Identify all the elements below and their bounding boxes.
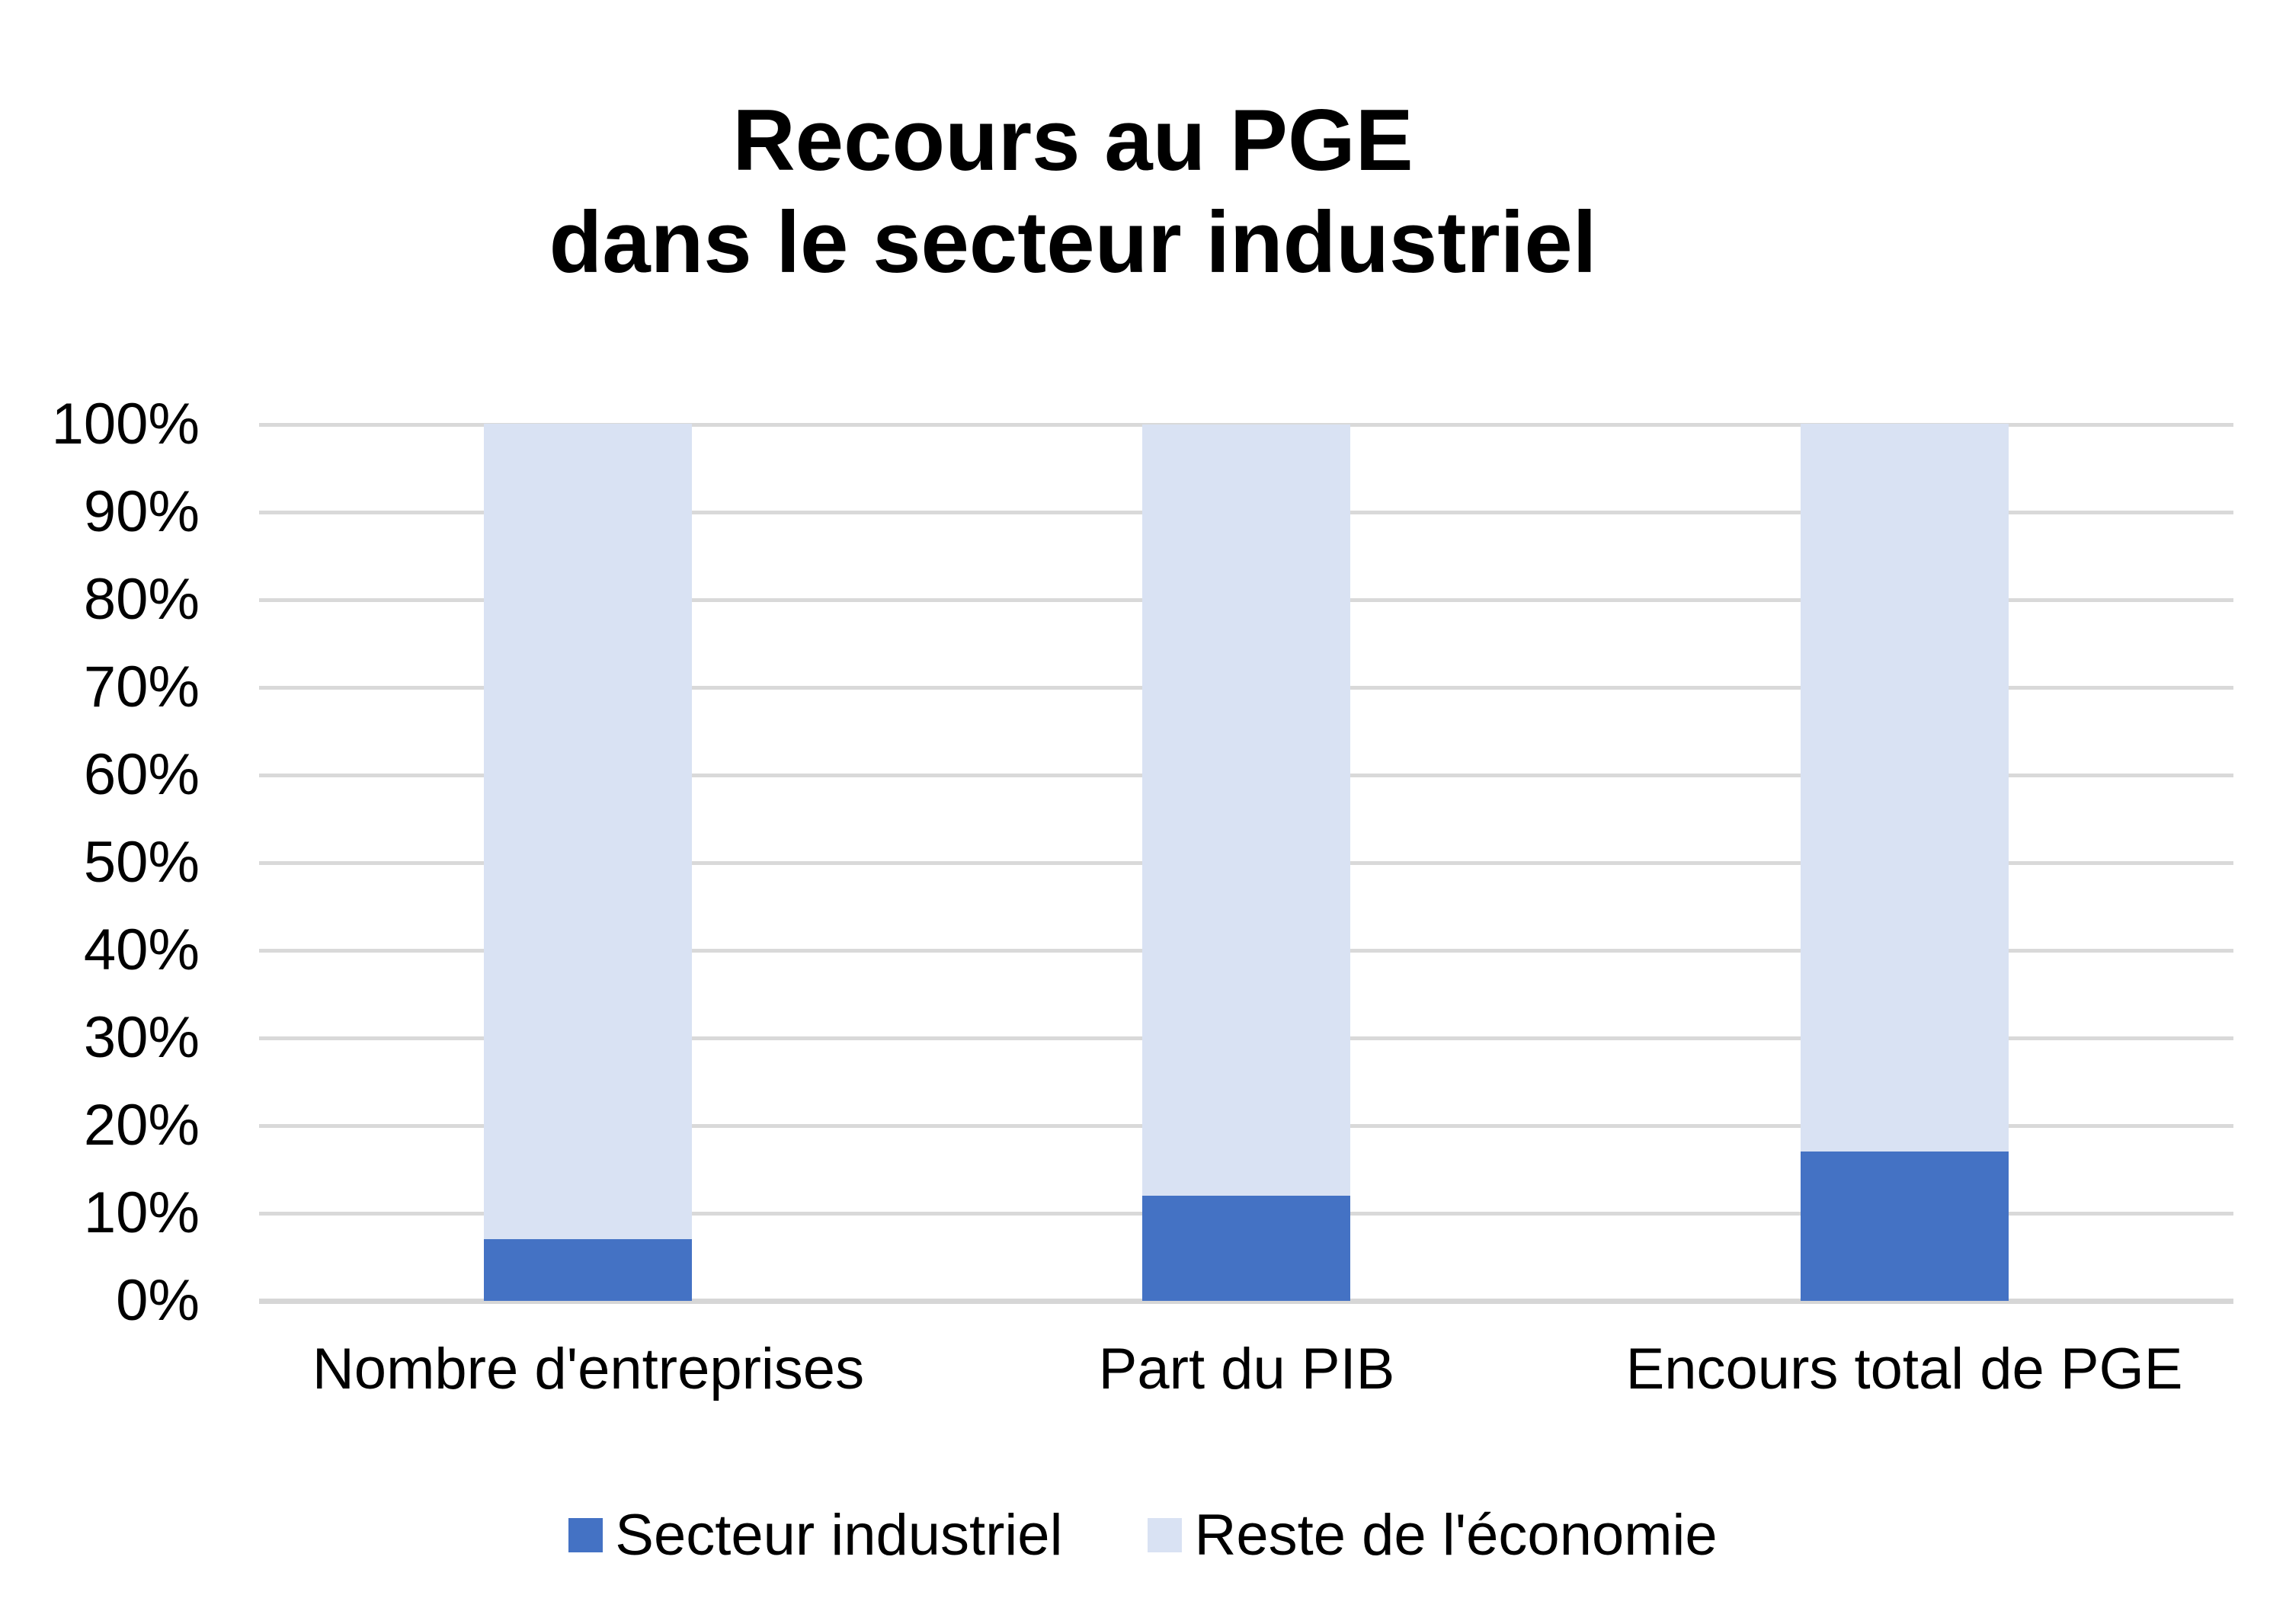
legend: Secteur industriel Reste de l'économie (0, 1500, 2286, 1570)
legend-swatch-secteur-industriel-icon (568, 1517, 604, 1552)
y-tick-label-50%: 50% (83, 830, 200, 895)
bar-segment-Encours total de PGE-Reste de l'économie (1801, 424, 2009, 1152)
legend-label-secteur-industriel: Secteur industriel (615, 1502, 1063, 1568)
x-category-label-Part du PIB: Part du PIB (1098, 1337, 1395, 1401)
bar-segment-Encours total de PGE-Secteur industriel (1801, 1152, 2009, 1301)
bar-segment-Nombre d'entreprises-Secteur industriel (484, 1239, 692, 1301)
y-tick-label-20%: 20% (83, 1093, 200, 1158)
legend-swatch-reste-de-l-economie-icon (1148, 1517, 1183, 1552)
bar-segment-Part du PIB-Secteur industriel (1142, 1196, 1350, 1301)
y-tick-label-70%: 70% (83, 655, 200, 719)
y-tick-label-10%: 10% (83, 1180, 200, 1245)
y-tick-label-30%: 30% (83, 1005, 200, 1070)
bar-segment-Part du PIB-Reste de l'économie (1142, 424, 1350, 1196)
legend-item-secteur-industriel: Secteur industriel (568, 1502, 1062, 1568)
y-tick-label-0%: 0% (116, 1268, 200, 1333)
chart-title: Recours au PGE dans le secteur industrie… (549, 90, 1597, 294)
y-tick-label-90%: 90% (83, 479, 200, 544)
x-category-label-Nombre d'entreprises: Nombre d'entreprises (312, 1337, 865, 1401)
plot-area (259, 423, 2233, 1304)
legend-label-reste-de-l-economie: Reste de l'économie (1194, 1502, 1718, 1568)
legend-item-reste-de-l-economie: Reste de l'économie (1148, 1502, 1718, 1568)
x-axis-line (259, 1299, 2233, 1304)
chart-title-line1: Recours au PGE (732, 92, 1414, 189)
x-category-label-Encours total de PGE: Encours total de PGE (1625, 1337, 2183, 1401)
y-tick-label-100%: 100% (51, 392, 200, 456)
y-tick-label-60%: 60% (83, 742, 200, 807)
chart-title-line2: dans le secteur industriel (549, 194, 1597, 291)
y-tick-label-80%: 80% (83, 567, 200, 632)
bar-segment-Nombre d'entreprises-Reste de l'économie (484, 424, 692, 1239)
y-tick-label-40%: 40% (83, 918, 200, 982)
